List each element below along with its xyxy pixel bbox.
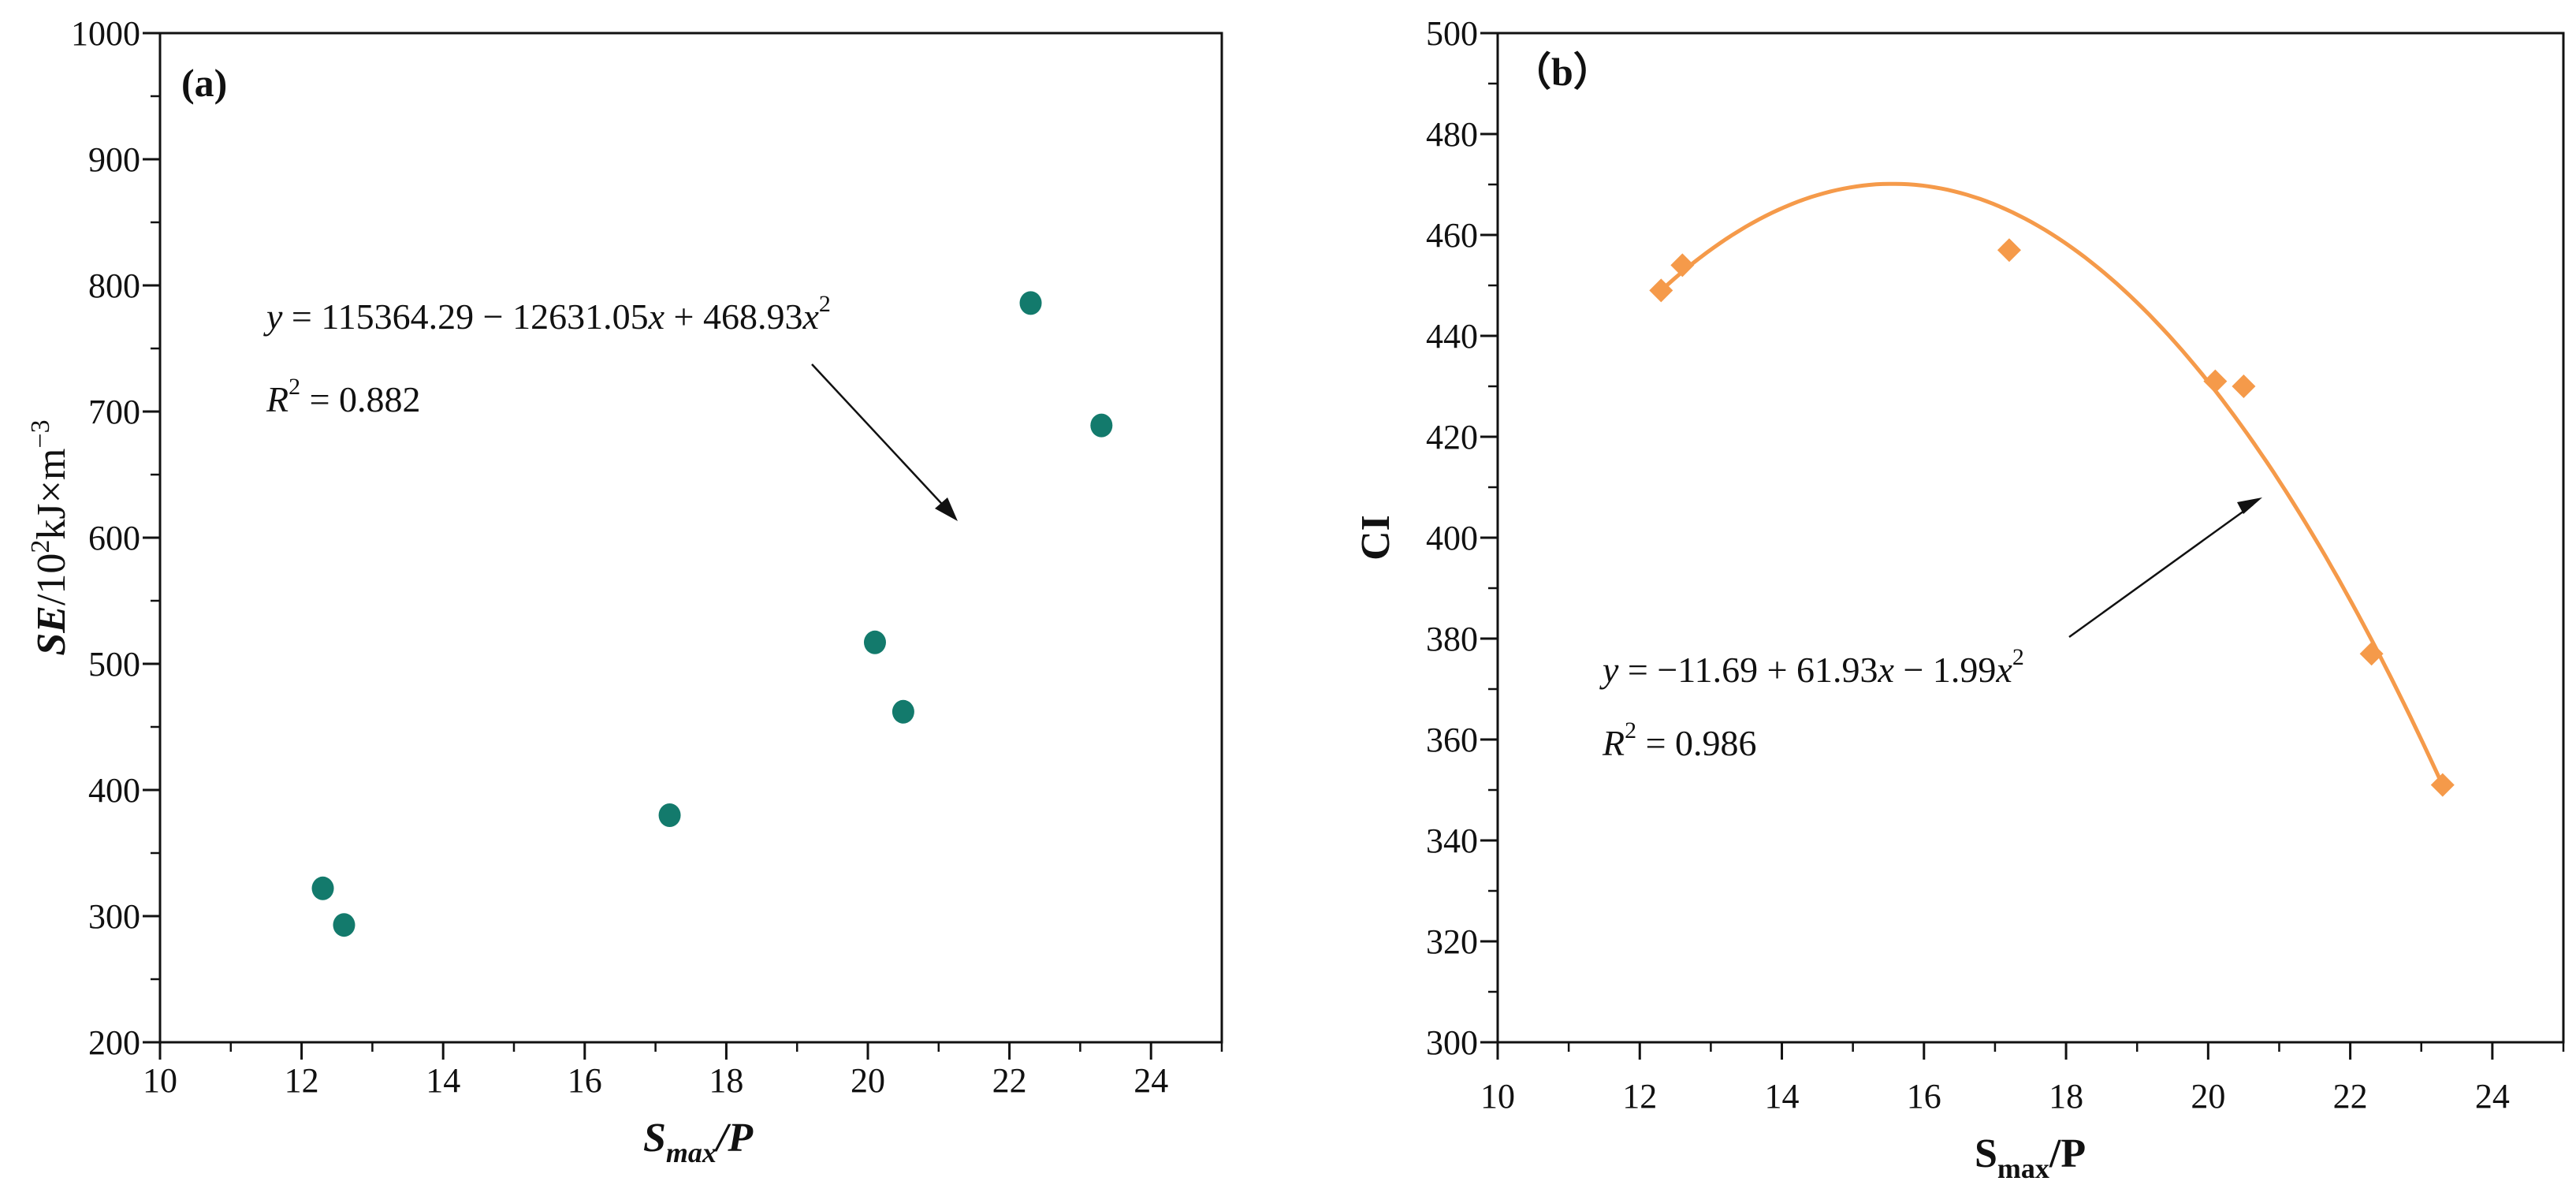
y-tick-label: 380: [1426, 620, 1478, 658]
data-point: [1997, 238, 2021, 263]
data-point: [2359, 642, 2384, 666]
x-tick-label: 22: [992, 1061, 1027, 1100]
annotation-arrow-b: [2068, 503, 2254, 639]
chart-panel-b: 10 12 14 16 18 20 22 24 300 320 340 360 380 400 420 44…: [1353, 14, 2565, 1184]
annotation-arrowhead-a: [935, 497, 958, 521]
panel-label-a: (a): [181, 61, 227, 105]
y-tick-label: 700: [88, 393, 140, 431]
y-tick-label: 600: [88, 519, 140, 557]
y-tick-label: 320: [1426, 922, 1478, 961]
y-axis-b: 300 320 340 360 380 400 420 440 460 480 500: [1426, 14, 1498, 1062]
y-tick-label: 420: [1426, 418, 1478, 456]
data-points-b: [1649, 238, 2455, 797]
data-point: [1090, 413, 1113, 438]
y-tick-label: 400: [1426, 519, 1478, 557]
fit-r2-b: R2 = 0.986: [1602, 717, 1757, 763]
x-tick-label: 10: [143, 1061, 177, 1100]
data-point: [892, 699, 914, 724]
data-point: [1670, 253, 1695, 278]
y-tick-label: 480: [1426, 115, 1478, 154]
y-tick-label: 300: [88, 897, 140, 936]
fit-equation-b: y = −11.69 + 61.93x − 1.99x2: [1599, 644, 2024, 690]
y-axis-label-a: SE/102kJ×m−3: [26, 419, 74, 655]
y-tick-label: 340: [1426, 822, 1478, 860]
x-tick-label: 24: [1134, 1061, 1168, 1100]
y-tick-label: 900: [88, 140, 140, 179]
data-point: [863, 630, 886, 654]
y-tick-label: 360: [1426, 721, 1478, 759]
y-tick-label: 460: [1426, 216, 1478, 255]
data-point: [658, 803, 681, 827]
data-point: [1649, 278, 1673, 303]
x-tick-label: 14: [426, 1061, 460, 1100]
y-axis-label-b: CI: [1353, 515, 1398, 561]
y-tick-label: 800: [88, 266, 140, 305]
annotation-arrow-a: [811, 363, 951, 513]
data-points-a: [311, 291, 1113, 937]
data-point: [333, 913, 356, 937]
fit-curve-b: [1659, 181, 2445, 787]
x-tick-label: 10: [1480, 1077, 1515, 1116]
x-tick-label: 16: [568, 1061, 602, 1100]
y-tick-label: 400: [88, 771, 140, 810]
data-point: [2203, 369, 2228, 393]
x-tick-label: 24: [2475, 1077, 2510, 1116]
x-tick-label: 20: [2191, 1077, 2225, 1116]
x-tick-label: 18: [2049, 1077, 2083, 1116]
x-axis-label-a: Smax/P: [643, 1116, 754, 1168]
x-tick-label: 18: [709, 1061, 743, 1100]
x-axis-a: 10 12 14 16 18 20 22 24: [143, 1042, 1223, 1100]
x-tick-label: 16: [1907, 1077, 1941, 1116]
x-axis-label-b: Smax/P: [1975, 1131, 2086, 1184]
x-tick-label: 14: [1765, 1077, 1800, 1116]
y-tick-label: 1000: [71, 14, 140, 53]
y-tick-label: 500: [88, 645, 140, 684]
fit-equation-a: y = 115364.29 − 12631.05x + 468.93x2: [263, 291, 831, 337]
y-tick-label: 500: [1426, 14, 1478, 53]
data-point: [2430, 773, 2455, 797]
y-tick-label: 300: [1426, 1023, 1478, 1062]
x-axis-b: 10 12 14 16 18 20 22 24: [1480, 1042, 2565, 1116]
y-tick-label: 440: [1426, 317, 1478, 356]
x-tick-label: 12: [285, 1061, 319, 1100]
y-tick-label: 200: [88, 1023, 140, 1062]
annotation-arrowhead-b: [2237, 497, 2262, 514]
x-tick-label: 12: [1622, 1077, 1657, 1116]
x-tick-label: 22: [2333, 1077, 2368, 1116]
plot-frame-b: [1496, 32, 2565, 1044]
x-tick-label: 20: [851, 1061, 885, 1100]
panel-label-b: （b）: [1512, 50, 1613, 94]
data-point: [1019, 291, 1042, 315]
fit-r2-a: R2 = 0.882: [266, 374, 421, 419]
y-axis-a: 200 300 400 500 600 700 800 900 1000: [71, 14, 160, 1062]
chart-panel-a: 10 12 14 16 18 20 22 24 200 300 400 500 600 700 800 90…: [26, 14, 1223, 1168]
data-point: [311, 876, 334, 900]
data-point: [2232, 374, 2256, 398]
